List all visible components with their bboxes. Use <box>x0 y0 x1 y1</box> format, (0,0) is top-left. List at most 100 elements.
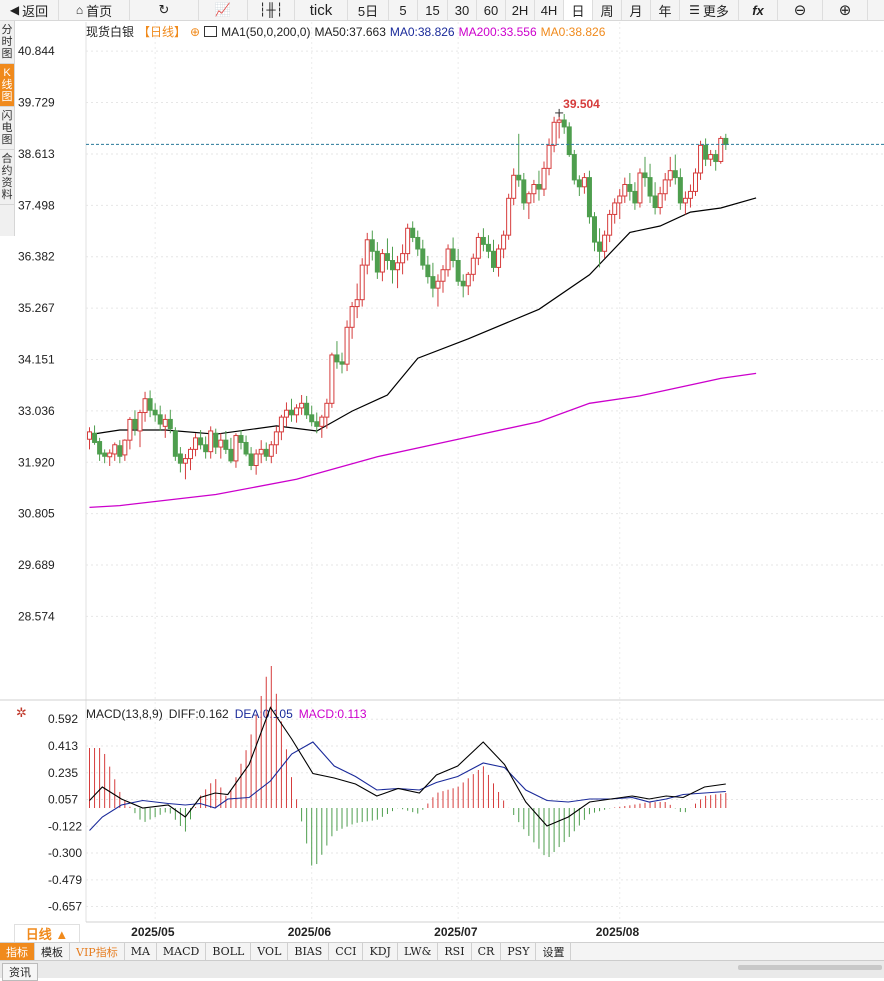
zoom-out-button[interactable]: ⊖ <box>778 0 823 20</box>
period-tick[interactable]: tick <box>295 0 348 20</box>
sidebar-tab-timeshare[interactable]: 分时图 <box>0 21 14 64</box>
indicator-tab[interactable]: RSI <box>438 943 472 960</box>
indicator-tab[interactable]: CR <box>472 943 502 960</box>
period-day[interactable]: 日 <box>564 0 593 20</box>
candle-body <box>657 193 663 209</box>
period-15m[interactable]: 15 <box>418 0 448 20</box>
line-chart-button[interactable]: 📈 <box>199 0 248 20</box>
candle-body <box>309 414 315 423</box>
candle-body <box>470 257 476 275</box>
switch-icon[interactable]: ⊕ <box>190 24 201 39</box>
home-button[interactable]: ⌂ 首页 <box>59 0 130 20</box>
sidebar-tab-flash[interactable]: 闪电图 <box>0 107 14 150</box>
indicator-tab[interactable]: VOL <box>251 943 289 960</box>
candle <box>703 138 709 167</box>
candle <box>162 414 168 438</box>
refresh-button[interactable]: ↻ <box>130 0 199 20</box>
candle-body <box>506 197 512 236</box>
indicator-tab[interactable]: 设置 <box>536 943 572 960</box>
x-tick-label: 2025/07 <box>434 925 478 939</box>
period-2h[interactable]: 2H <box>506 0 535 20</box>
period-year[interactable]: 年 <box>651 0 680 20</box>
candle-body <box>218 439 224 448</box>
indicator-tab[interactable]: KDJ <box>363 943 398 960</box>
indicator-tab[interactable]: VIP指标 <box>70 943 125 960</box>
formula-button[interactable]: fx <box>739 0 778 20</box>
candle-body <box>516 174 522 181</box>
indicator-tab[interactable]: LW& <box>398 943 439 960</box>
period-month[interactable]: 月 <box>622 0 651 20</box>
symbol-name: 现货白银 <box>86 25 135 39</box>
candle-body <box>475 236 481 259</box>
indicator-tab[interactable]: BIAS <box>288 943 330 960</box>
sidebar-tab-contract[interactable]: 合约资料 <box>0 150 14 205</box>
candle-body <box>137 412 143 432</box>
back-button[interactable]: ◀ 返回 <box>0 0 59 20</box>
candle <box>496 244 502 277</box>
candle-body <box>384 253 390 262</box>
indicator-tab[interactable]: 模板 <box>35 943 70 960</box>
candle-body <box>420 248 426 266</box>
candle-body <box>531 184 537 195</box>
candle <box>369 230 375 261</box>
candle-body <box>617 195 623 204</box>
sidebar-tab-kline[interactable]: K线图 <box>0 64 14 107</box>
ma-group-label[interactable]: MA1(50,0,200,0) <box>221 24 311 39</box>
candle-body <box>687 190 693 199</box>
ma-settings-icon[interactable] <box>204 26 218 37</box>
period-select[interactable]: 日线 ▲ <box>14 924 80 943</box>
candle-body <box>607 213 613 236</box>
candle-chart-button[interactable]: ┆╫┆ <box>248 0 295 20</box>
candle <box>117 440 123 464</box>
candle-body <box>713 154 719 162</box>
candle-body <box>213 432 219 448</box>
period-5m[interactable]: 5 <box>389 0 418 20</box>
more-button[interactable]: ☰ 更多 <box>680 0 739 20</box>
chart-canvas[interactable]: 40.844 39.729 38.613 37.498 36.382 35.267 34.1… <box>0 0 884 942</box>
horizontal-scrollbar[interactable] <box>738 965 882 970</box>
candle <box>198 430 204 450</box>
period-week[interactable]: 周 <box>593 0 622 20</box>
candle <box>693 168 698 197</box>
zoom-in-button[interactable]: ⊕ <box>823 0 868 20</box>
indicator-tab[interactable]: CCI <box>329 943 364 960</box>
macd-y-tick-label: 0.235 <box>48 766 78 780</box>
candle <box>258 440 264 464</box>
candle-body <box>112 444 118 455</box>
period-5d[interactable]: 5日 <box>348 0 389 20</box>
candle <box>460 274 466 298</box>
macd-y-tick-label: -0.300 <box>48 846 82 860</box>
candle <box>546 138 552 176</box>
period-4h[interactable]: 4H <box>535 0 564 20</box>
candle-body <box>188 448 193 460</box>
candle <box>309 405 315 427</box>
candle-body <box>339 361 345 365</box>
candle <box>314 412 320 434</box>
indicator-tab[interactable]: PSY <box>501 943 537 960</box>
candle <box>400 244 406 275</box>
candle <box>536 170 542 201</box>
candle-body <box>127 418 133 441</box>
candle-body <box>223 439 229 450</box>
gear-icon[interactable]: ✲ <box>16 705 27 720</box>
period-30m[interactable]: 30 <box>448 0 477 20</box>
candle-body <box>182 458 188 464</box>
candle <box>87 427 92 450</box>
indicator-tab[interactable]: MA <box>125 943 157 960</box>
candle <box>445 244 451 277</box>
candle <box>213 428 219 454</box>
indicator-tab[interactable]: 指标 <box>0 943 35 960</box>
candle-body <box>92 432 98 443</box>
period-60m[interactable]: 60 <box>477 0 506 20</box>
sidebar: 分时图 K线图 闪电图 合约资料 <box>0 21 15 236</box>
diff-line <box>89 706 726 827</box>
candle <box>238 430 244 450</box>
indicator-tab[interactable]: MACD <box>157 943 207 960</box>
candle-body <box>551 121 557 146</box>
news-tab[interactable]: 资讯 <box>2 963 38 981</box>
candle <box>172 427 178 461</box>
macd-value: MACD:0.113 <box>298 707 367 721</box>
refresh-icon: ↻ <box>158 2 170 17</box>
diff-value: DIFF:0.162 <box>168 707 229 721</box>
indicator-tab[interactable]: BOLL <box>206 943 252 960</box>
